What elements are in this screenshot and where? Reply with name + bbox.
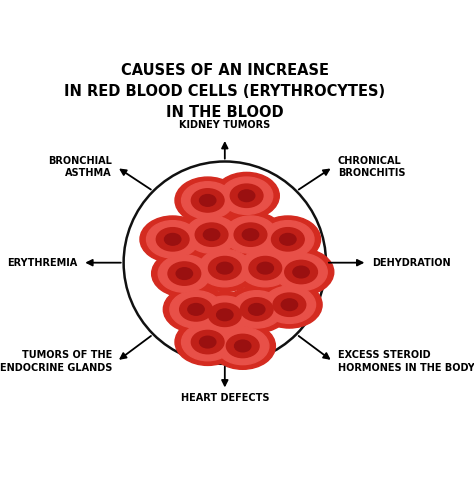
Ellipse shape [199, 249, 251, 287]
Ellipse shape [175, 319, 240, 366]
Ellipse shape [209, 303, 241, 326]
Ellipse shape [285, 260, 318, 284]
Ellipse shape [262, 221, 314, 258]
Ellipse shape [192, 291, 257, 338]
Ellipse shape [230, 184, 263, 207]
Ellipse shape [275, 253, 327, 291]
Ellipse shape [220, 177, 273, 214]
Ellipse shape [175, 177, 240, 224]
Ellipse shape [164, 233, 181, 245]
Ellipse shape [263, 286, 316, 324]
Ellipse shape [191, 189, 224, 212]
Ellipse shape [242, 229, 259, 241]
Text: ERYTHREMIA: ERYTHREMIA [8, 258, 78, 268]
Ellipse shape [156, 228, 189, 251]
Ellipse shape [257, 282, 322, 328]
Ellipse shape [227, 334, 259, 358]
Ellipse shape [281, 299, 298, 310]
Text: CAUSES OF AN INCREASE
IN RED BLOOD CELLS (ERYTHROCYTES)
IN THE BLOOD: CAUSES OF AN INCREASE IN RED BLOOD CELLS… [64, 63, 385, 121]
Ellipse shape [234, 223, 267, 246]
Circle shape [124, 162, 326, 364]
Ellipse shape [217, 327, 269, 365]
Ellipse shape [199, 296, 251, 333]
Text: HEART DEFECTS: HEART DEFECTS [181, 393, 269, 403]
Text: EXCESS STEROID
HORMONES IN THE BODY: EXCESS STEROID HORMONES IN THE BODY [337, 350, 474, 373]
Ellipse shape [257, 262, 273, 274]
Ellipse shape [218, 211, 283, 258]
Ellipse shape [255, 216, 320, 263]
Ellipse shape [188, 304, 204, 315]
Ellipse shape [158, 255, 210, 292]
Ellipse shape [238, 190, 255, 202]
Text: KIDNEY TUMORS: KIDNEY TUMORS [179, 120, 271, 130]
Text: DEHYDRATION: DEHYDRATION [372, 258, 451, 268]
Ellipse shape [164, 286, 228, 333]
Ellipse shape [217, 262, 233, 274]
Ellipse shape [224, 216, 277, 253]
Ellipse shape [240, 298, 273, 321]
Ellipse shape [180, 298, 212, 321]
Ellipse shape [179, 211, 244, 258]
Ellipse shape [248, 304, 265, 315]
Text: TUMORS OF THE
ENDOCRINE GLANDS: TUMORS OF THE ENDOCRINE GLANDS [0, 350, 112, 373]
Ellipse shape [273, 293, 306, 316]
Ellipse shape [239, 249, 292, 287]
Ellipse shape [293, 266, 309, 278]
Ellipse shape [200, 336, 216, 348]
Ellipse shape [217, 309, 233, 321]
Ellipse shape [280, 233, 296, 245]
Ellipse shape [230, 291, 283, 328]
Ellipse shape [191, 330, 224, 354]
Ellipse shape [233, 245, 298, 291]
Ellipse shape [192, 245, 257, 291]
Ellipse shape [249, 257, 282, 280]
Text: CHRONICAL
BRONCHITIS: CHRONICAL BRONCHITIS [337, 156, 405, 178]
Ellipse shape [200, 195, 216, 206]
Ellipse shape [235, 340, 251, 352]
Ellipse shape [224, 286, 290, 333]
Ellipse shape [182, 182, 234, 219]
Ellipse shape [210, 323, 275, 369]
Ellipse shape [170, 291, 222, 328]
Ellipse shape [203, 229, 220, 241]
Ellipse shape [195, 223, 228, 246]
Ellipse shape [268, 249, 334, 295]
Ellipse shape [185, 216, 238, 253]
Ellipse shape [272, 228, 304, 251]
Ellipse shape [168, 262, 201, 285]
Ellipse shape [140, 216, 205, 263]
Ellipse shape [152, 250, 217, 297]
Ellipse shape [214, 172, 279, 219]
Ellipse shape [182, 324, 234, 361]
Ellipse shape [176, 268, 192, 280]
Ellipse shape [146, 221, 199, 258]
Ellipse shape [209, 257, 241, 280]
Text: BRONCHIAL
ASTHMA: BRONCHIAL ASTHMA [48, 156, 112, 178]
